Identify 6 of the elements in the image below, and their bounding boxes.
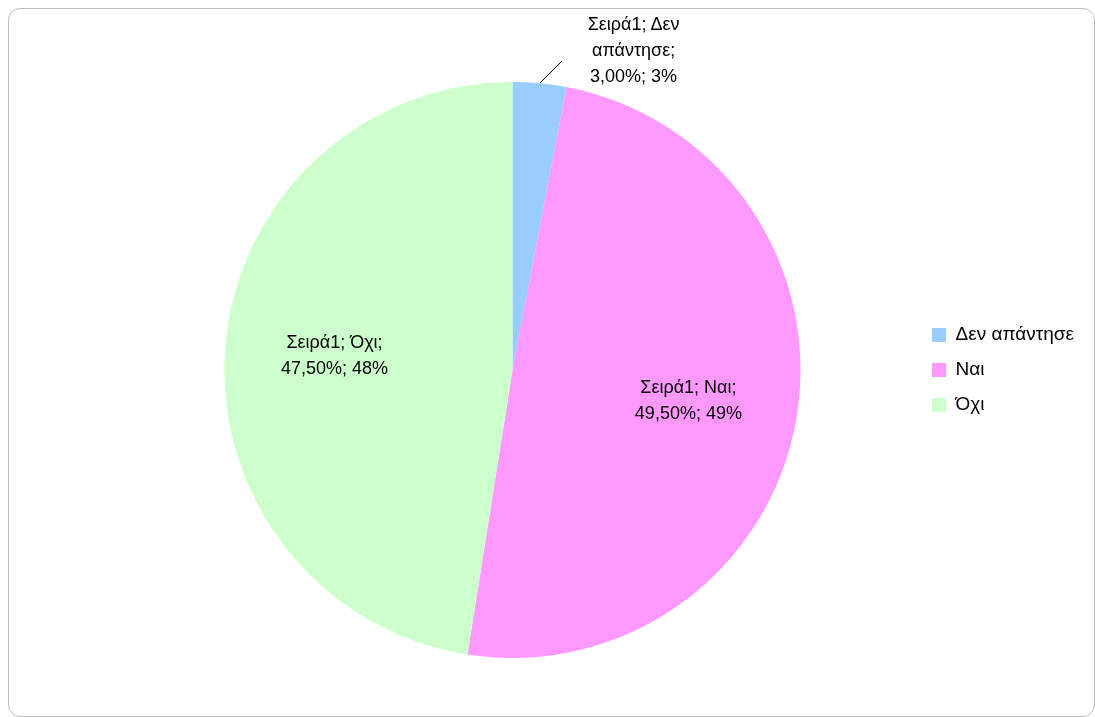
data-label: Σειρά1; Ναι; 49,50%; 49% [634,376,742,423]
data-label: Σειρά1; Όχι; 47,50%; 48% [280,331,389,378]
legend-label: Ναι [955,358,985,380]
legend-label: Δεν απάντησε [955,323,1075,345]
legend-label: Όχι [954,393,985,415]
data-label: Σειρά1; Δεν απάντησε; 3,00%; 3% [587,14,680,87]
